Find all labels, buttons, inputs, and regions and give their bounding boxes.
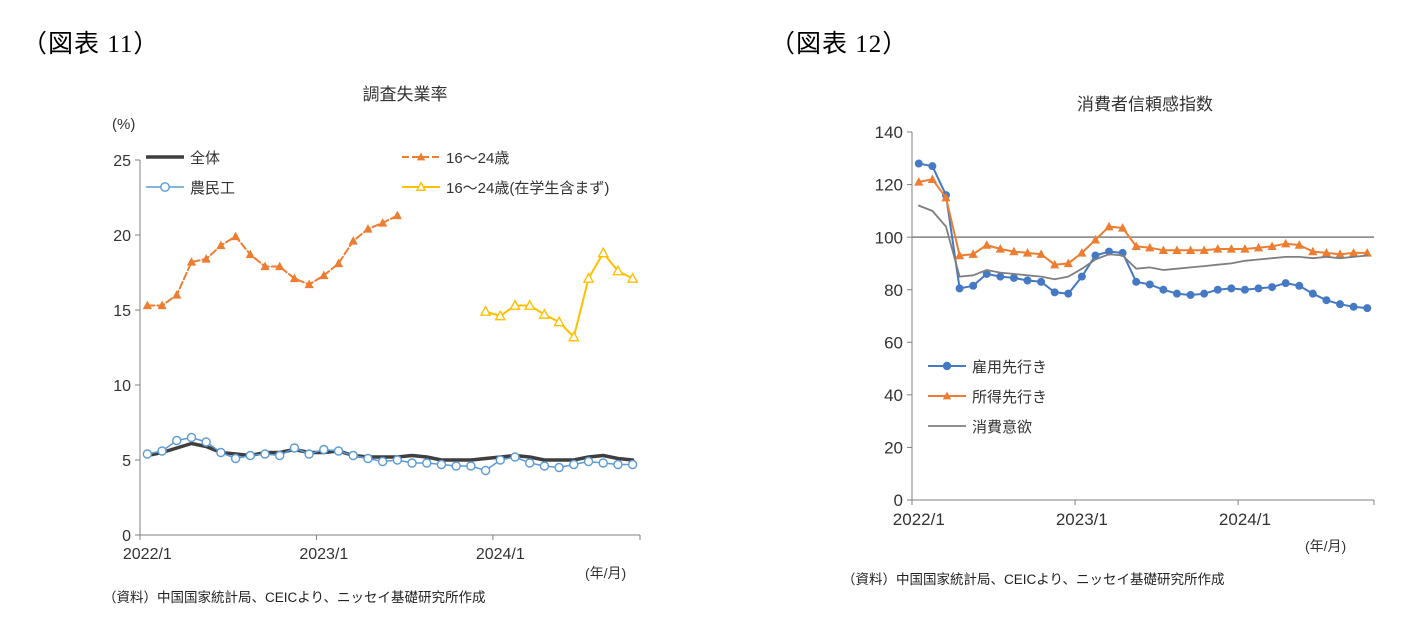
series-age-16-24 [142, 210, 402, 310]
series-consumption-willingness [917, 204, 1369, 281]
axes: 0 5 10 15 20 25 2022/1 2023/1 2024/1 [113, 153, 641, 563]
figure-11-x-axis-unit: (年/月) [585, 565, 627, 581]
y-tick-label: 15 [113, 303, 131, 320]
figure-12-chart-title: 消費者信頼感指数 [1077, 95, 1213, 114]
y-tick-label: 25 [113, 153, 131, 170]
y-tick-label: 0 [894, 491, 903, 510]
figure-11: （図表 11） 調査失業率 (%) 0 5 10 15 20 25 2022/1 2023/1… [22, 31, 641, 605]
figure-11-label: （図表 11） [22, 31, 160, 58]
x-tick-label: 2024/1 [476, 546, 525, 563]
figure-11-chart-title: 調査失業率 [362, 85, 448, 104]
figure-11-source: （資料）中国国家統計局、CEICより、ニッセイ基礎研究所作成 [103, 590, 486, 605]
figure-12: （図表 12） 消費者信頼感指数 0 20 40 60 80 100 120 140 2022/… [760, 0, 1411, 641]
axes: 0 20 40 60 80 100 120 140 2022/1 2023/1 2024/1 [875, 123, 1375, 529]
y-tick-label: 20 [884, 439, 903, 458]
series-migrant-workers [142, 432, 638, 476]
y-tick-label: 80 [884, 281, 903, 300]
x-tick-label: 2024/1 [1219, 510, 1271, 529]
series-income-outlook [914, 174, 1372, 269]
x-tick-label: 2022/1 [123, 546, 172, 563]
y-tick-label: 60 [884, 333, 903, 352]
series-employment-outlook [914, 159, 1372, 313]
y-tick-label: 140 [875, 123, 903, 142]
figure-11-chart: 0 5 10 15 20 25 2022/1 2023/1 2024/1 [113, 153, 641, 563]
y-tick-label: 10 [113, 378, 131, 395]
y-tick-label: 120 [875, 176, 903, 195]
y-tick-label: 20 [113, 228, 131, 245]
y-tick-label: 0 [122, 528, 131, 545]
x-tick-label: 2023/1 [299, 546, 348, 563]
figure-12-chart: 0 20 40 60 80 100 120 140 2022/1 2023/1 2024/1 [875, 123, 1375, 529]
y-tick-label: 5 [122, 453, 131, 470]
x-tick-label: 2022/1 [893, 510, 945, 529]
y-tick-label: 100 [875, 228, 903, 247]
series-age-16-24-ex-students [479, 246, 639, 342]
figure-11-y-axis-unit: (%) [112, 116, 136, 133]
y-tick-label: 40 [884, 386, 903, 405]
figure-12-label: （図表 12） [770, 31, 909, 58]
figure-12-x-axis-unit: (年/月) [1305, 538, 1347, 554]
x-tick-label: 2023/1 [1056, 510, 1108, 529]
figure-12-source: （資料）中国国家統計局、CEICより、ニッセイ基礎研究所作成 [842, 572, 1225, 587]
series-overall [145, 441, 635, 462]
